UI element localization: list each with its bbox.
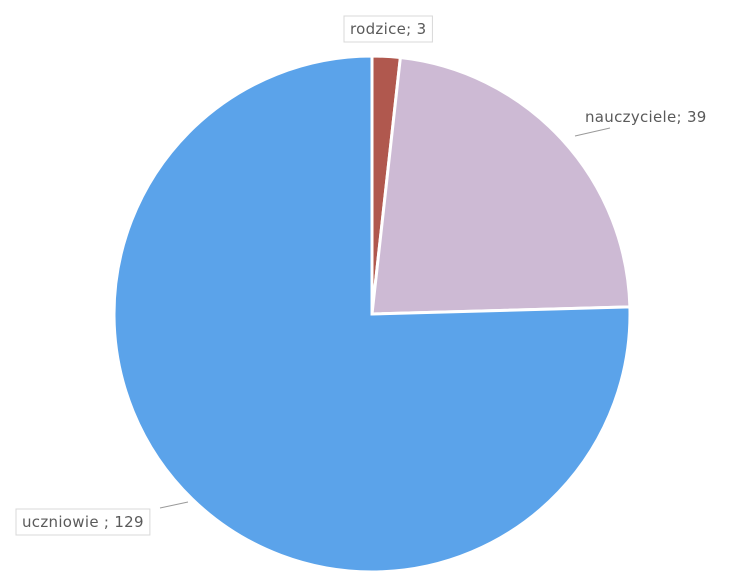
- slice-label-rodzice: rodzice; 3: [350, 20, 426, 38]
- slice-label-nauczyciele: nauczyciele; 39: [585, 108, 707, 126]
- pie-slice-uczniowie: [112, 54, 632, 571]
- slice-label-uczniowie: uczniowie ; 129: [22, 513, 144, 531]
- slice-labels: rodzice; 3 nauczyciele; 39 uczniowie ; 129: [15, 15, 707, 536]
- pie-slice-nauczyciele: [370, 55, 632, 316]
- slice-label-box-rodzice: [343, 15, 433, 43]
- leader-line-nauczyciele: [574, 127, 611, 137]
- slices: [112, 54, 632, 571]
- slice-label-box-uczniowie: [15, 508, 151, 536]
- leader-line-uczniowie: [159, 501, 189, 509]
